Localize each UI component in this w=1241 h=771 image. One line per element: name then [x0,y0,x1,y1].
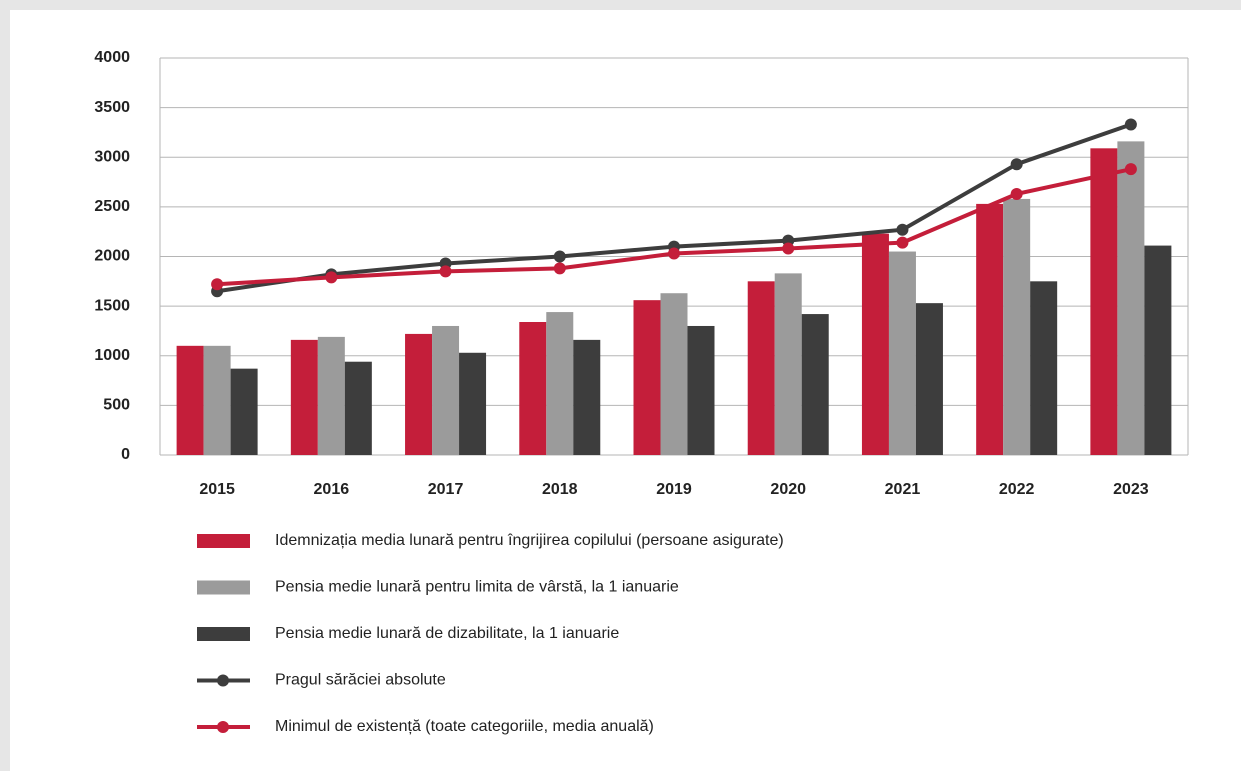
point [325,271,338,284]
bar [1117,141,1145,455]
bar [519,322,547,455]
bar [405,333,433,455]
legend-label: Pensia medie lunară pentru limita de vâr… [275,579,679,596]
point [668,247,680,260]
legend-label: Pragul sărăciei absolute [275,672,446,689]
bar [317,336,345,455]
bar [432,325,460,455]
bar [1144,245,1172,455]
bar [1030,281,1058,455]
bar [1090,148,1118,455]
bar [290,339,318,455]
bar [1003,198,1031,455]
y-tick-label: 1500 [94,297,130,314]
legend-swatch [197,580,250,595]
point [1124,118,1137,131]
bar [230,368,258,455]
point [211,278,224,291]
legend-label: Minimul de existență (toate categoriile,… [275,718,654,735]
legend-label: Idemnizația media lunară pentru îngrijir… [275,532,784,549]
bar [915,303,943,455]
point [1010,158,1023,171]
y-tick-label: 2000 [94,248,130,265]
point [553,262,566,275]
legend-label: Pensia medie lunară de dizabilitate, la … [275,625,619,642]
point [1124,163,1137,176]
bar [203,345,231,455]
y-tick-label: 4000 [94,49,130,66]
bar [660,293,688,455]
point [896,236,909,249]
x-tick-label: 2019 [656,481,692,498]
bar [888,251,916,455]
bar [747,281,775,455]
bar [344,361,372,455]
bar [976,203,1004,455]
legend-marker [217,674,229,687]
y-tick-label: 500 [103,397,130,414]
y-tick-label: 2500 [94,198,130,215]
y-tick-label: 1000 [94,347,130,364]
bar [801,314,829,455]
bar [176,345,204,455]
point [1010,187,1023,200]
bar [774,273,802,455]
legend-marker [217,721,229,733]
point [896,223,909,236]
point [782,242,795,255]
bar [687,325,715,455]
y-tick-label: 3000 [94,148,130,165]
x-tick-label: 2022 [999,481,1035,498]
bar [573,339,601,455]
x-tick-label: 2021 [885,481,921,498]
x-tick-label: 2023 [1113,481,1149,498]
legend-swatch [197,627,250,641]
x-tick-label: 2020 [770,481,806,498]
x-tick-label: 2017 [428,481,464,498]
bar [459,352,487,455]
x-tick-label: 2015 [199,481,235,498]
bar [633,300,661,455]
bar [546,312,574,455]
y-tick-label: 3500 [94,99,130,116]
x-tick-label: 2018 [542,481,578,498]
y-tick-label: 0 [121,446,130,463]
x-tick-label: 2016 [314,481,350,498]
point [553,250,566,263]
legend-swatch [197,534,250,548]
point [439,265,452,278]
bar [861,233,889,455]
